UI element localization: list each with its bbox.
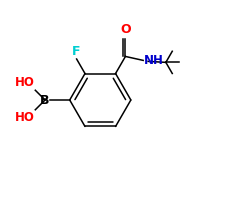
Text: NH: NH	[144, 54, 164, 67]
Text: F: F	[72, 45, 80, 58]
Text: O: O	[120, 23, 131, 36]
Text: HO: HO	[14, 111, 34, 124]
Text: HO: HO	[14, 76, 34, 89]
Text: B: B	[40, 94, 49, 106]
